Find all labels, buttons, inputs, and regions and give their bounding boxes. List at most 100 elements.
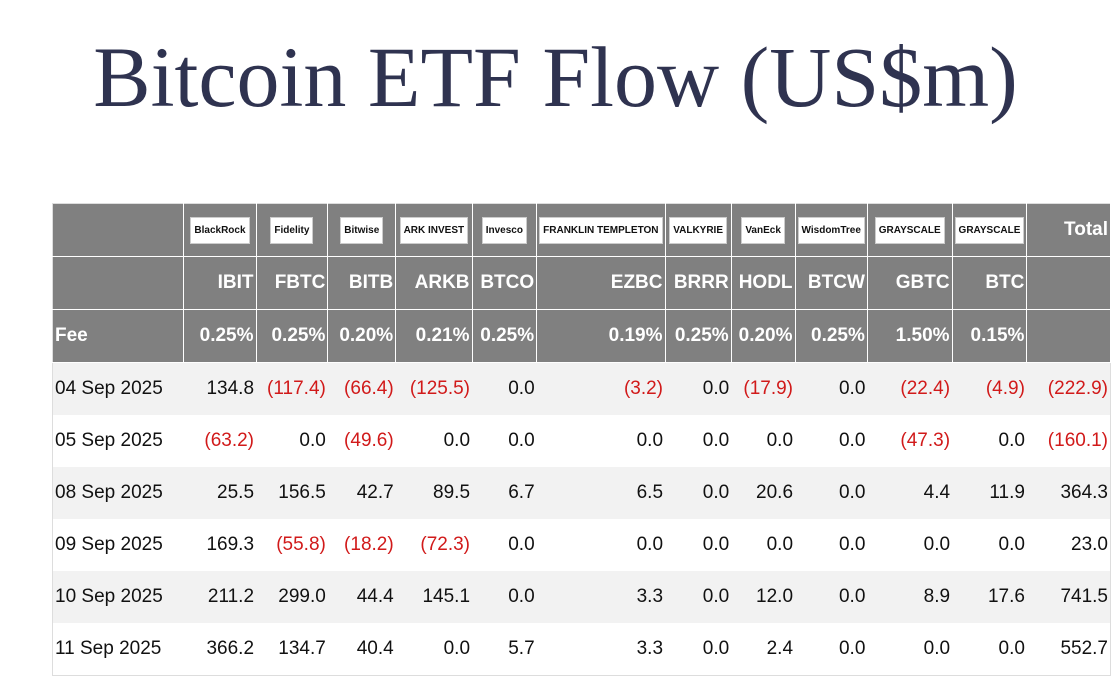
etf-flow-table: BlackRock Fidelity Bitwise ARK INVEST Invesc… [52,203,1111,676]
issuer-logo: Fidelity [270,216,314,244]
issuer-logo: FRANKLIN TEMPLETON [539,216,663,244]
logo-cell: FRANKLIN TEMPLETON [536,203,666,257]
issuer-logo: ARK INVEST [399,216,469,244]
flow-value: (49.6) [344,430,394,451]
ticker: EZBC [536,256,666,310]
flow-value: 169.3 [206,534,255,555]
flow-value: 741.5 [1026,571,1111,623]
flow-value: 11.9 [952,467,1027,519]
flow-value: 4.4 [867,467,953,519]
flow-value: 0.0 [636,430,664,451]
header-cell [1026,309,1111,363]
issuer-logo: VALKYRIE [669,216,728,244]
flow-value: 42.7 [327,467,396,519]
flow-value: 0.0 [636,534,664,555]
issuer-logo: Bitwise [340,216,384,244]
flow-value: 0.0 [998,638,1025,659]
flow-value: 211.2 [183,571,257,623]
date: 09 Sep 2025 [55,534,163,555]
flow-value: 0.0 [443,638,471,659]
flow-value: 156.5 [256,467,328,519]
flow-value: (66.4) [327,362,396,415]
flow-value: (160.1) [1047,430,1108,451]
ticker: BRRR [665,256,732,310]
flow-value: 40.4 [356,638,394,659]
fee-label: Fee [52,309,185,363]
flow-value: 89.5 [395,467,473,519]
flow-value: (17.9) [731,362,796,415]
flow-value: 0.0 [998,534,1025,555]
ticker: GBTC [867,256,953,310]
flow-value: 0.0 [665,362,732,415]
logo-cell: GRAYSCALE [952,203,1028,257]
flow-value: (3.2) [536,362,666,415]
total-header: Total [1026,203,1111,257]
date: 11 Sep 2025 [55,638,162,659]
flow-value: 12.0 [731,571,796,623]
flow-value: 0.0 [838,638,866,659]
flow-value: 6.5 [536,467,666,519]
flow-value: (4.9) [952,362,1027,415]
flow-value: 0.0 [923,534,951,555]
flow-value: 0.0 [665,467,732,519]
flow-value: 0.0 [795,467,868,519]
fee: 0.20% [327,309,397,363]
logo-cell: VanEck [731,203,796,257]
logo-cell: WisdomTree [795,203,868,257]
issuer-logo: WisdomTree [797,216,865,244]
fee: 0.25% [472,309,538,363]
issuer-logo: GRAYSCALE [954,216,1025,244]
flow-value: 0.0 [665,571,732,623]
issuer-logo: BlackRock [190,216,250,244]
header-cell [1026,256,1111,310]
logo-cell: Bitwise [327,203,397,257]
flow-value: 0.0 [838,430,866,451]
flow-value: (63.2) [204,430,255,451]
date: 08 Sep 2025 [52,467,184,519]
page-title: Bitcoin ETF Flow (US$m) [93,29,1018,125]
flow-value: 145.1 [395,571,473,623]
table-row: IBIT FBTC BITB ARKB BTCO EZBC BRRR HODL BTCW GBTC… [52,256,1111,310]
fee: 0.21% [395,309,473,363]
flow-value: 0.0 [299,430,326,451]
table-row: 05 Sep 2025 (63.2) 0.0 (49.6) 0.0 0.0 0.0 0.0 0.… [53,415,1111,467]
flow-value: 134.7 [278,638,326,659]
ticker: BTCW [795,256,868,310]
fee: 0.25% [183,309,257,363]
table-row: 04 Sep 2025 134.8 (117.4) (66.4) (125.5) 0.0(… [52,362,1111,415]
logo-cell: Invesco [472,203,538,257]
flow-value: 0.0 [998,430,1025,451]
fee: 0.25% [256,309,329,363]
flow-value: (18.2) [344,534,394,555]
logo-cell: VALKYRIE [665,203,732,257]
table-row: 10 Sep 2025 211.2 299.0 44.4 145.1 0.0 3.3 0.0 1… [52,571,1111,623]
flow-value: 0.0 [702,638,730,659]
flow-value: 8.9 [867,571,953,623]
table-row: 08 Sep 2025 25.5 156.5 42.7 89.5 6.7 6.5 0.0 20.… [52,467,1111,519]
ticker: HODL [731,256,796,310]
flow-value: 44.4 [327,571,396,623]
flow-value: (117.4) [256,362,328,415]
flow-value: 0.0 [702,534,730,555]
flow-value: (55.8) [276,534,326,555]
logo-cell: BlackRock [183,203,257,257]
flow-value: (72.3) [420,534,471,555]
flow-value: (222.9) [1026,362,1111,415]
flow-value: 6.7 [472,467,537,519]
flow-value: 23.0 [1071,534,1108,555]
fee: 1.50% [867,309,953,363]
flow-value: 0.0 [702,430,730,451]
logo-cell: GRAYSCALE [867,203,953,257]
flow-value: 0.0 [766,534,794,555]
flow-value: 0.0 [443,430,471,451]
flow-value: 25.5 [183,467,257,519]
table-row: BlackRock Fidelity Bitwise ARK INVEST Invesc… [52,203,1111,257]
fee: 0.25% [795,309,868,363]
table-row: 09 Sep 2025 169.3 (55.8) (18.2) (72.3) 0.0 0.0… [53,519,1111,571]
fee: 0.20% [731,309,796,363]
flow-value: 134.8 [183,362,257,415]
flow-value: 0.0 [766,430,794,451]
flow-value: 552.7 [1060,638,1108,659]
flow-value: 0.0 [472,362,537,415]
